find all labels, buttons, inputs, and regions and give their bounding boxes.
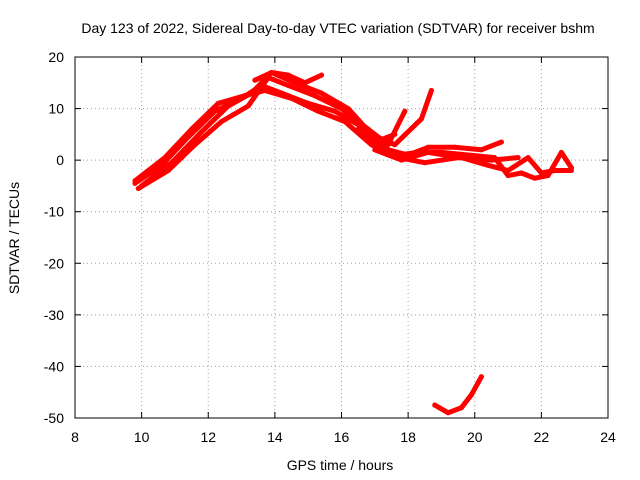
data-point [538, 170, 544, 176]
x-axis-label: GPS time / hours [287, 457, 394, 473]
data-point [485, 162, 491, 168]
data-point [425, 144, 431, 150]
data-point [505, 168, 511, 173]
data-point [285, 82, 291, 88]
y-axis-label: SDTVAR / TECUs [6, 182, 22, 294]
data-point [552, 168, 558, 173]
data-point [478, 374, 484, 380]
data-point [262, 88, 268, 93]
x-tick-label: 22 [534, 429, 550, 445]
data-point [532, 175, 538, 181]
x-tick-label: 18 [400, 429, 416, 445]
data-point [169, 160, 175, 166]
y-tick-label: -20 [44, 255, 64, 271]
x-tick-label: 14 [267, 429, 283, 445]
series-line-track-3 [139, 70, 434, 189]
y-tick-label: -10 [44, 204, 64, 220]
y-tick-label: -30 [44, 307, 64, 323]
y-tick-label: -50 [44, 410, 64, 426]
data-point [422, 160, 428, 166]
data-point [162, 155, 168, 161]
data-point [492, 155, 498, 161]
y-tick-label: 0 [56, 152, 64, 168]
data-point [432, 402, 438, 408]
data-point [245, 103, 251, 109]
data-point [345, 108, 351, 114]
data-point [452, 144, 458, 150]
data-point [399, 157, 404, 163]
series-line-track-8 [372, 147, 574, 176]
data-point [465, 152, 471, 158]
data-point [225, 103, 231, 109]
data-point [372, 147, 378, 153]
data-point [558, 149, 564, 155]
data-point [199, 129, 205, 135]
data-point [445, 410, 451, 416]
tick-layer: 8 10 12 14 16 18 20 22 24 -50 -40 -30 -20 -10 0 10 20 [44, 49, 616, 445]
series-line-track-9 [432, 374, 484, 416]
y-tick-label: 20 [48, 49, 64, 65]
data-point [518, 170, 524, 176]
series-layer [132, 70, 574, 416]
chart-title: Day 123 of 2022, Sidereal Day-to-day VTE… [81, 20, 594, 36]
data-point [568, 168, 574, 173]
data-point [525, 155, 531, 161]
data-point [332, 108, 338, 114]
data-point [139, 183, 145, 189]
data-point [285, 72, 291, 78]
data-point [468, 392, 474, 398]
y-tick-label: -40 [44, 358, 64, 374]
x-tick-label: 24 [600, 429, 616, 445]
data-point [289, 95, 294, 101]
data-point [319, 72, 324, 78]
data-point [402, 108, 408, 114]
data-point [478, 147, 484, 153]
data-point [392, 142, 398, 148]
data-point [189, 126, 195, 132]
data-point [342, 119, 348, 124]
x-tick-label: 16 [334, 429, 350, 445]
data-point [269, 70, 274, 75]
data-point [498, 139, 504, 145]
data-point [458, 405, 464, 411]
data-point [312, 93, 318, 99]
x-tick-label: 20 [467, 429, 483, 445]
data-point [428, 88, 434, 93]
data-point [215, 100, 221, 106]
x-tick-label: 10 [134, 429, 150, 445]
data-point [252, 77, 258, 83]
data-point [132, 178, 138, 184]
data-point [292, 80, 298, 86]
data-point [302, 80, 308, 86]
data-point [242, 93, 248, 99]
data-point [219, 119, 225, 124]
data-point [418, 116, 424, 122]
data-point [319, 90, 324, 96]
data-point [425, 149, 431, 155]
data-point [505, 173, 511, 179]
data-point [458, 155, 464, 161]
y-tick-label: 10 [48, 101, 64, 117]
x-tick-label: 8 [71, 429, 79, 445]
data-point [515, 155, 521, 161]
x-tick-label: 12 [200, 429, 216, 445]
data-point [315, 108, 321, 114]
data-point [355, 126, 361, 132]
